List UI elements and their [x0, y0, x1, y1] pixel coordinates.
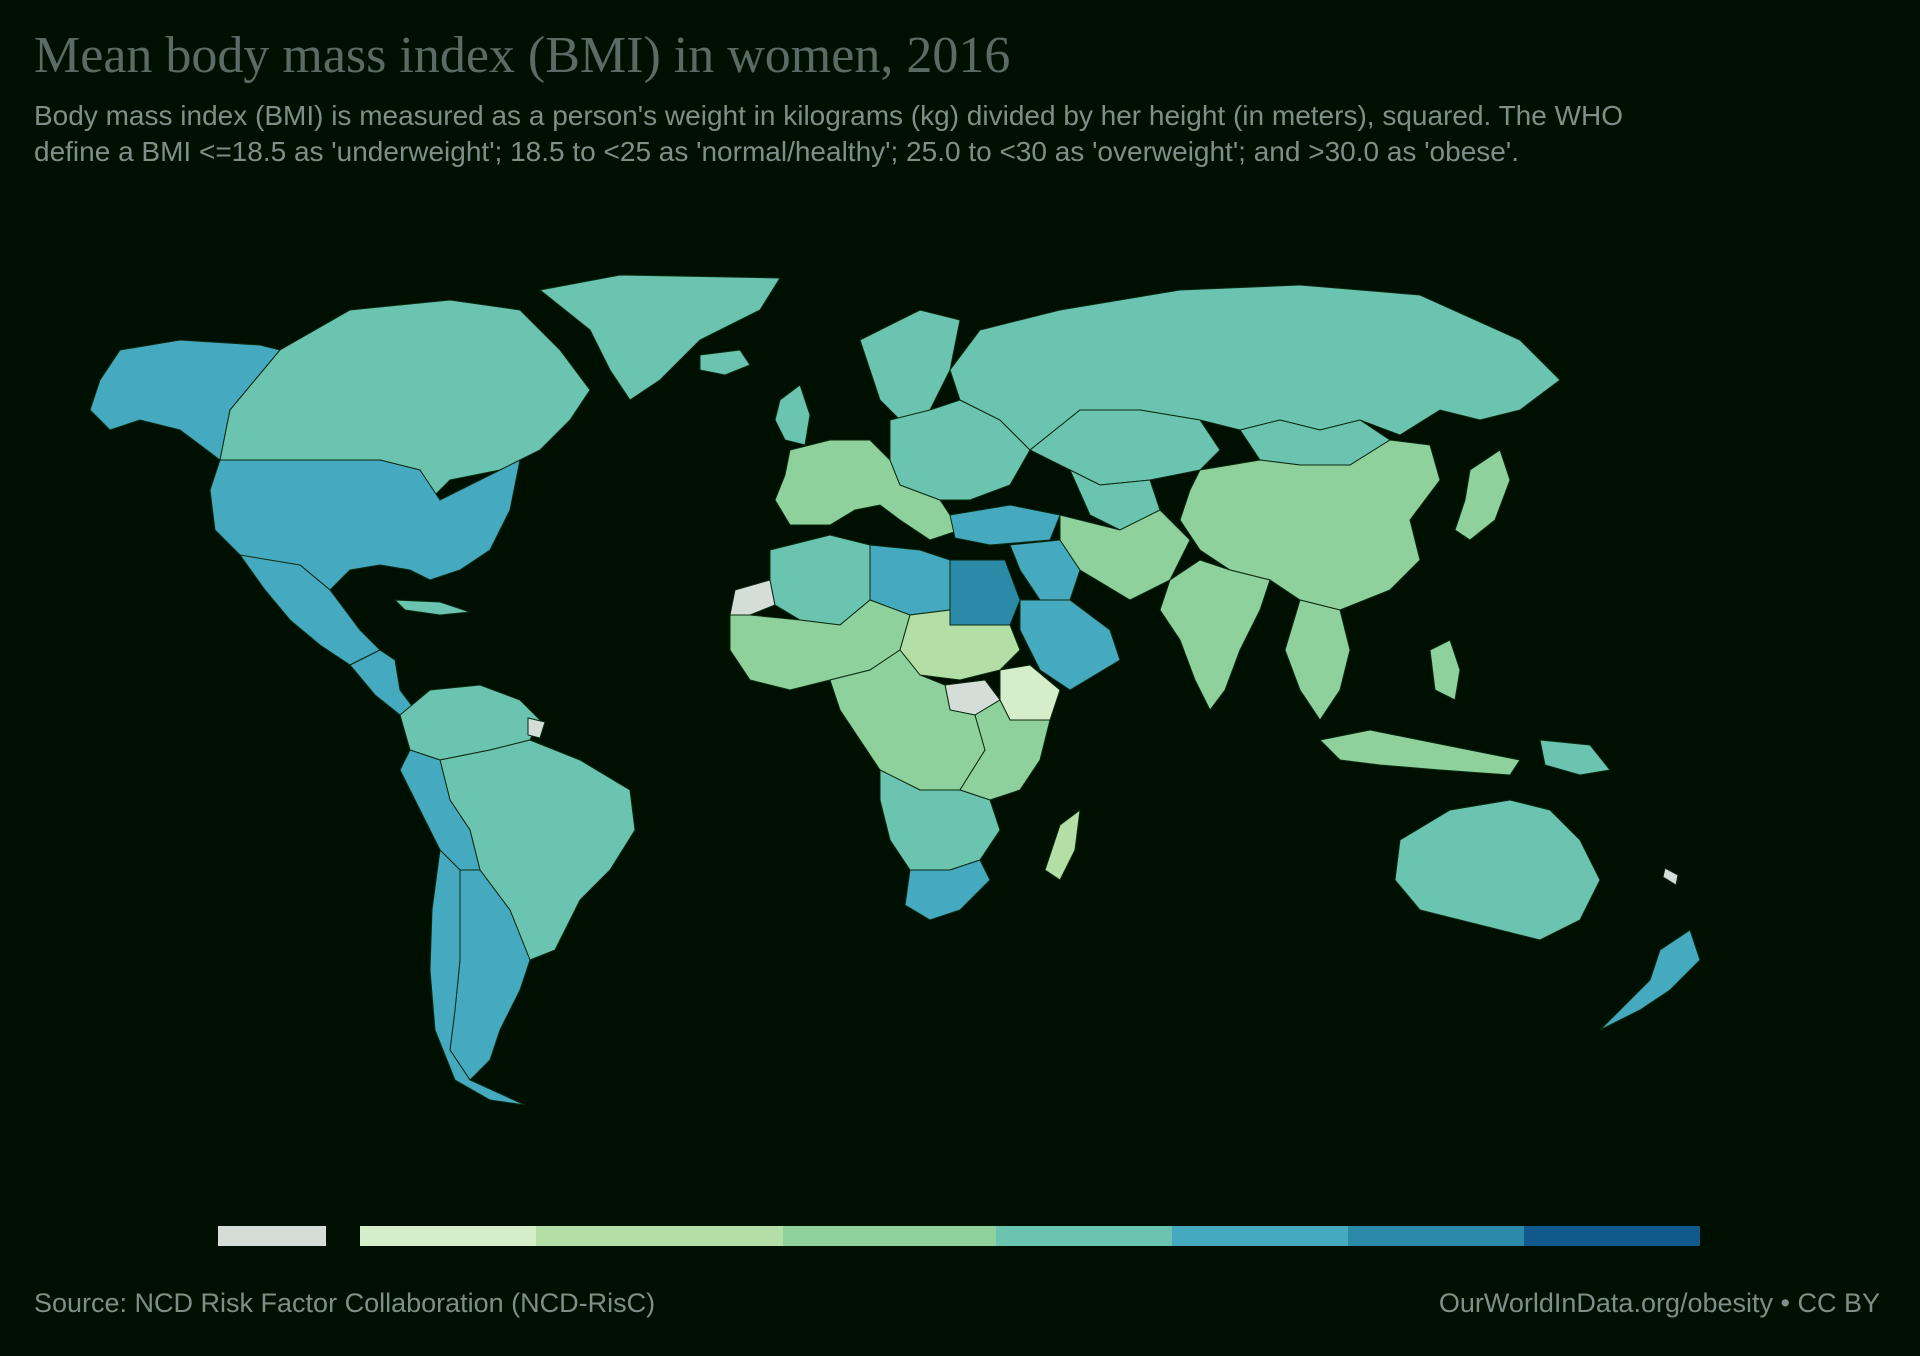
- region-east-africa[interactable]: [959, 699, 1051, 801]
- credit-link[interactable]: OurWorldInData.org/obesity • CC BY: [1438, 1288, 1880, 1318]
- region-chile[interactable]: [429, 848, 526, 1106]
- region-russia[interactable]: [949, 284, 1561, 451]
- world-map: [0, 270, 1920, 1120]
- region-eastern-europe[interactable]: [889, 399, 1031, 501]
- region-uk[interactable]: [774, 384, 811, 446]
- region-papua-new-guinea[interactable]: [1539, 739, 1611, 776]
- source-note: Source: NCD Risk Factor Collaboration (N…: [34, 1288, 656, 1318]
- region-scandinavia[interactable]: [859, 309, 961, 421]
- legend-bin-1-swatch: [360, 1226, 536, 1246]
- chart-title: Mean body mass index (BMI) in women, 201…: [34, 27, 1011, 84]
- region-indonesia[interactable]: [1318, 729, 1521, 776]
- legend-bin-4-swatch: [996, 1226, 1172, 1246]
- world-map-svg: [89, 274, 1701, 1106]
- region-australia[interactable]: [1394, 799, 1601, 941]
- legend-svg: [218, 1226, 1700, 1246]
- region-cuba[interactable]: [393, 599, 471, 616]
- legend-bin-3-swatch: [783, 1226, 996, 1246]
- region-south-africa[interactable]: [904, 859, 991, 921]
- legend-bin-5-swatch: [1172, 1226, 1348, 1246]
- region-madagascar[interactable]: [1044, 808, 1081, 881]
- region-china[interactable]: [1179, 439, 1441, 611]
- region-new-caledonia[interactable]: [1662, 867, 1679, 886]
- region-central-america[interactable]: [349, 649, 416, 716]
- region-japan[interactable]: [1454, 449, 1511, 541]
- region-new-zealand[interactable]: [1599, 929, 1701, 1031]
- legend-bin-7-swatch: [1524, 1226, 1700, 1246]
- region-greenland[interactable]: [538, 274, 781, 401]
- region-philippines[interactable]: [1429, 639, 1461, 701]
- chart-subtitle: Body mass index (BMI) is measured as a p…: [34, 100, 1624, 167]
- region-north-africa-west[interactable]: [769, 534, 871, 626]
- region-turkey[interactable]: [949, 504, 1061, 546]
- region-french-guiana[interactable]: [527, 717, 546, 739]
- region-western-sahara[interactable]: [729, 579, 776, 616]
- legend-bin-6-swatch: [1348, 1226, 1524, 1246]
- legend-no-data-swatch: [218, 1226, 326, 1246]
- region-western-europe[interactable]: [774, 439, 961, 541]
- region-egypt[interactable]: [949, 559, 1021, 626]
- region-india[interactable]: [1159, 559, 1271, 711]
- region-southeast-asia[interactable]: [1284, 599, 1351, 721]
- map-legend: [0, 1220, 1920, 1260]
- region-alaska[interactable]: [89, 339, 281, 461]
- region-arabian-peninsula[interactable]: [1019, 599, 1121, 691]
- legend-bin-2-swatch: [536, 1226, 783, 1246]
- region-iceland[interactable]: [699, 349, 751, 376]
